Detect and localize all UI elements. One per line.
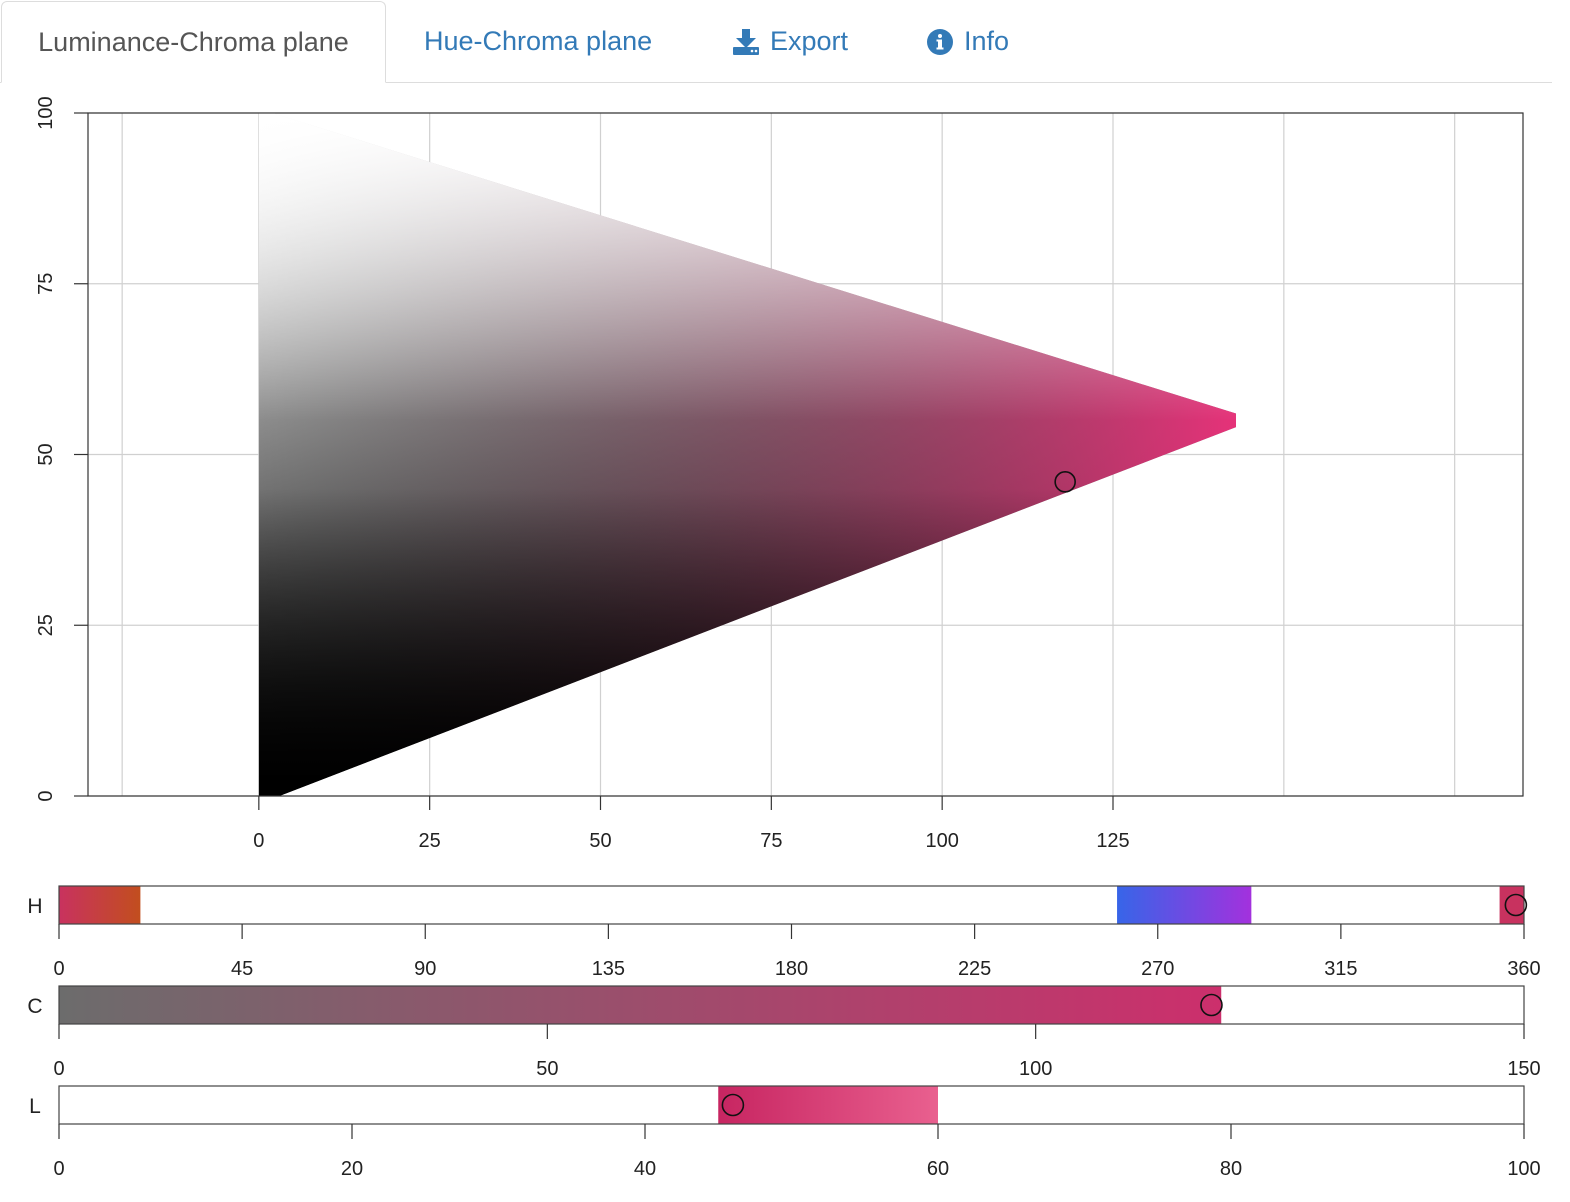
- y-tick-label: 75: [35, 273, 57, 295]
- slider-color-segment: [1499, 886, 1524, 924]
- slider-color-segment: [59, 986, 1222, 1024]
- x-tick-label: 0: [253, 830, 264, 852]
- slider-tick-label: 150: [1507, 1058, 1540, 1080]
- slider-tick-label: 100: [1019, 1058, 1052, 1080]
- y-tick-label: 100: [35, 96, 57, 129]
- slider-tick-label: 80: [1220, 1158, 1242, 1180]
- slider-tick-label: 45: [231, 958, 253, 980]
- slider-tick-label: 0: [53, 1158, 64, 1180]
- slider-color-segment: [718, 1086, 938, 1124]
- info-icon: [926, 28, 954, 56]
- tab-export[interactable]: Export: [732, 1, 848, 82]
- slider-track-h: [59, 886, 1524, 924]
- slider-tick-label: 225: [958, 958, 991, 980]
- x-tick-label: 50: [589, 830, 611, 852]
- x-tick-label: 25: [419, 830, 441, 852]
- slider-tick-label: 60: [927, 1158, 949, 1180]
- download-icon: [732, 28, 760, 56]
- tab-luminance-chroma-plane[interactable]: Luminance-Chroma plane: [1, 1, 386, 83]
- selected-color-marker[interactable]: [1054, 471, 1076, 493]
- slider-handle-l[interactable]: [721, 1093, 745, 1117]
- tab-label: Export: [770, 26, 849, 56]
- slider-frame[interactable]: [58, 985, 1525, 1025]
- slider-label-c: C: [27, 995, 42, 1018]
- slider-tick-label: 0: [53, 1058, 64, 1080]
- gamut-luminance-layer: [258, 113, 1236, 796]
- slider-tick-label: 40: [634, 1158, 656, 1180]
- y-tick-label: 0: [35, 790, 57, 801]
- slider-tick-label: 90: [414, 958, 436, 980]
- slider-color-segment: [1117, 886, 1252, 924]
- y-tick-label: 50: [35, 443, 57, 465]
- tab-hue-chroma-plane[interactable]: Hue-Chroma plane: [424, 1, 652, 82]
- slider-tick-label: 180: [775, 958, 808, 980]
- slider-label-l: L: [29, 1095, 41, 1118]
- tab-info[interactable]: Info: [926, 1, 1009, 82]
- slider-tick-label: 0: [53, 958, 64, 980]
- slider-frame[interactable]: [58, 1085, 1525, 1125]
- tab-bar: Luminance-Chroma plane Hue-Chroma plane …: [0, 0, 1552, 83]
- x-tick-label: 100: [925, 830, 958, 852]
- slider-tick-label: 360: [1507, 958, 1540, 980]
- slider-tick-label: 50: [536, 1058, 558, 1080]
- slider-tick-label: 100: [1507, 1158, 1540, 1180]
- y-tick-label: 25: [35, 614, 57, 636]
- slider-tick-label: 20: [341, 1158, 363, 1180]
- slider-tick-label: 135: [592, 958, 625, 980]
- tab-label: Luminance-Chroma plane: [38, 26, 349, 57]
- slider-handle-c[interactable]: [1200, 993, 1223, 1017]
- slider-tick-label: 315: [1324, 958, 1357, 980]
- slider-handle-h[interactable]: [1504, 893, 1528, 917]
- x-tick-label: 125: [1096, 830, 1129, 852]
- slider-label-h: H: [27, 895, 42, 918]
- tab-label: Hue-Chroma plane: [424, 26, 653, 56]
- x-tick-label: 75: [760, 830, 782, 852]
- tab-label: Info: [964, 26, 1010, 56]
- slider-color-segment: [59, 886, 141, 924]
- slider-tick-label: 270: [1141, 958, 1174, 980]
